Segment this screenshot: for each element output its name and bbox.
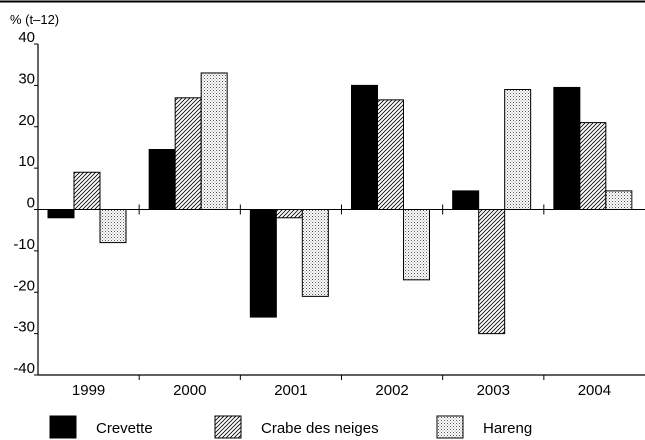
bar-crabe-des-neiges-2003 xyxy=(478,209,506,335)
bar-crabe-des-neiges-2000 xyxy=(174,97,202,210)
legend-swatch-hareng xyxy=(436,415,464,439)
y-tick-label: 40 xyxy=(18,29,35,46)
legend-swatch-crevette xyxy=(49,415,77,439)
legend-swatch-crabe-des-neiges xyxy=(214,415,242,439)
x-tick-label: 2000 xyxy=(173,382,206,399)
y-axis-ticks: -40 -30 -20 -10 0 10 20 30 40 xyxy=(13,29,38,377)
bar-hareng-2000 xyxy=(200,72,228,211)
x-tick-label: 2001 xyxy=(274,382,307,399)
bar-crabe-des-neiges-2004 xyxy=(579,122,607,210)
y-tick-label: 20 xyxy=(18,112,35,129)
bar-hareng-2002 xyxy=(403,209,430,281)
y-unit-label: % (t–12) xyxy=(10,12,59,27)
x-tick-label: 1999 xyxy=(72,382,105,399)
bar-crevette-2002 xyxy=(351,84,378,210)
bar-hareng-1999 xyxy=(99,209,127,244)
bar-crabe-des-neiges-1999 xyxy=(73,171,101,210)
y-tick-label: 10 xyxy=(18,153,35,170)
x-tick-label: 2003 xyxy=(477,382,510,399)
bar-crevette-2004 xyxy=(553,86,581,210)
legend-label: Crevette xyxy=(96,420,153,437)
bar-crevette-2001 xyxy=(249,209,277,318)
bar-crevette-1999 xyxy=(47,209,75,219)
bar-crabe-des-neiges-2001 xyxy=(275,209,303,219)
legend: Crevette Crabe des neiges Hareng xyxy=(49,415,532,439)
x-axis-labels: 1999 2000 2001 2002 2003 2004 xyxy=(72,382,611,399)
y-tick-label: -40 xyxy=(13,360,35,377)
legend-label: Crabe des neiges xyxy=(261,420,379,437)
legend-label: Hareng xyxy=(483,420,532,437)
y-tick-label: 30 xyxy=(18,70,35,87)
y-tick-label: 0 xyxy=(27,195,35,212)
y-tick-label: -10 xyxy=(13,236,35,253)
x-tick-label: 2002 xyxy=(375,382,408,399)
bar-crabe-des-neiges-2002 xyxy=(377,99,404,210)
x-tick-label: 2004 xyxy=(578,382,611,399)
y-tick-label: -20 xyxy=(13,277,35,294)
bar-hareng-2003 xyxy=(504,89,532,210)
bar-crevette-2003 xyxy=(452,190,480,211)
bars xyxy=(47,72,633,335)
bar-hareng-2001 xyxy=(301,209,329,297)
bar-crevette-2000 xyxy=(148,149,176,211)
y-tick-label: -30 xyxy=(13,319,35,336)
bar-hareng-2004 xyxy=(605,190,633,211)
axes xyxy=(37,44,645,380)
